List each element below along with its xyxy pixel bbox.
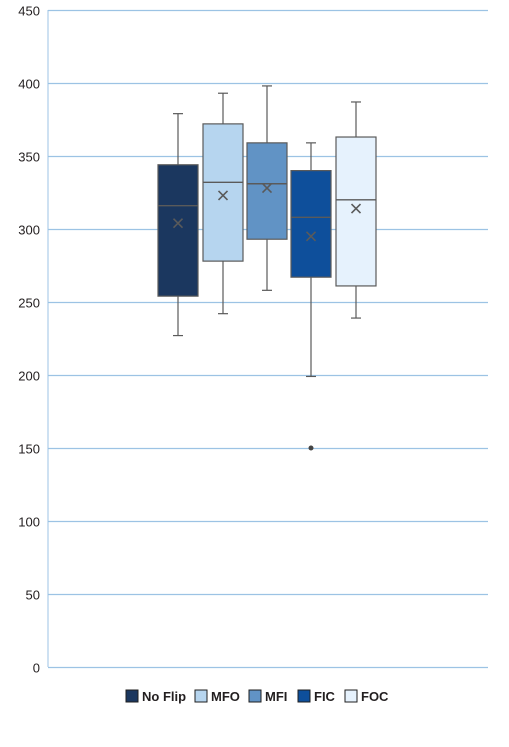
mean-marker bbox=[172, 218, 184, 229]
legend: No Flip MFO MFI FIC FOC bbox=[125, 689, 389, 704]
legend-swatch bbox=[125, 689, 139, 703]
y-tick-label: 0 bbox=[33, 661, 40, 676]
iqr-box bbox=[290, 170, 332, 278]
y-axis: 0 50 100 150 200 250 300 350 400 450 bbox=[18, 4, 49, 676]
box-mfi bbox=[246, 85, 288, 291]
y-tick-label: 400 bbox=[18, 77, 40, 92]
y-tick-label: 200 bbox=[18, 369, 40, 384]
mean-marker bbox=[350, 203, 362, 214]
legend-item-fic: FIC bbox=[297, 689, 336, 704]
mean-marker bbox=[261, 183, 273, 194]
y-tick-label: 450 bbox=[18, 4, 40, 19]
legend-swatch bbox=[344, 689, 358, 703]
box-mfo bbox=[202, 92, 244, 315]
boxes bbox=[157, 85, 377, 451]
y-tick-label: 250 bbox=[18, 296, 40, 311]
iqr-box bbox=[246, 142, 288, 240]
legend-label: MFI bbox=[265, 689, 287, 704]
legend-label: FIC bbox=[314, 689, 336, 704]
legend-label: FOC bbox=[361, 689, 389, 704]
legend-swatch bbox=[194, 689, 208, 703]
legend-item-no-flip: No Flip bbox=[125, 689, 186, 704]
box-fic bbox=[290, 142, 332, 451]
y-tick-label: 300 bbox=[18, 223, 40, 238]
legend-item-mfi: MFI bbox=[248, 689, 287, 704]
gridlines bbox=[48, 9, 488, 669]
legend-swatch bbox=[248, 689, 262, 703]
legend-item-foc: FOC bbox=[344, 689, 389, 704]
box-foc bbox=[335, 101, 377, 319]
iqr-box bbox=[202, 123, 244, 262]
y-tick-label: 350 bbox=[18, 150, 40, 165]
y-tick-label: 50 bbox=[26, 588, 40, 603]
iqr-box bbox=[157, 164, 199, 297]
outlier-point bbox=[308, 445, 314, 451]
legend-item-mfo: MFO bbox=[194, 689, 240, 704]
y-tick-label: 100 bbox=[18, 515, 40, 530]
iqr-box bbox=[335, 136, 377, 287]
y-tick-label: 150 bbox=[18, 442, 40, 457]
legend-swatch bbox=[297, 689, 311, 703]
mean-marker bbox=[217, 190, 229, 201]
mean-marker bbox=[305, 231, 317, 242]
legend-label: MFO bbox=[211, 689, 240, 704]
legend-label: No Flip bbox=[142, 689, 186, 704]
box-no-flip bbox=[157, 113, 199, 337]
